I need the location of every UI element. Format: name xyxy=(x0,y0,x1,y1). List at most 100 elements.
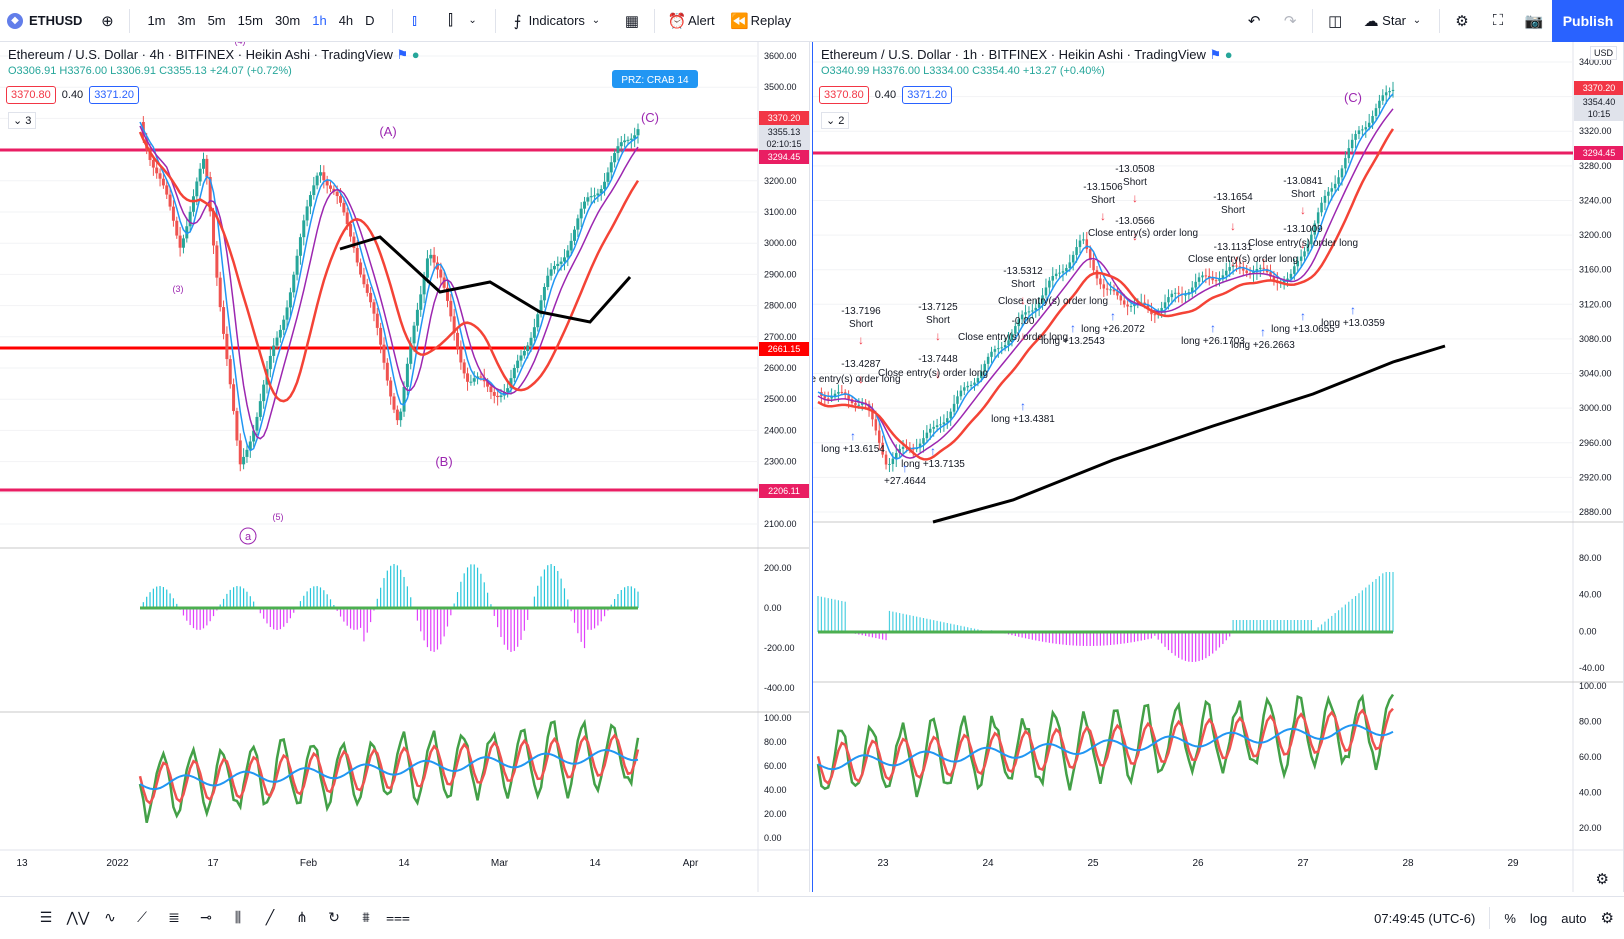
candle-style-button[interactable]: ⫿ ⌄ xyxy=(433,0,491,42)
cycle-icon[interactable]: ↻ xyxy=(328,909,340,925)
rsi-label: 60.00 xyxy=(1579,752,1602,762)
timeframe-D[interactable]: D xyxy=(365,13,375,28)
templates-button[interactable]: ▦ xyxy=(614,0,650,42)
close-order-label: se entry(s) order long xyxy=(813,374,901,385)
candle-body xyxy=(1201,275,1204,278)
left-sell-button[interactable]: 3370.80 xyxy=(6,86,56,104)
candle-body xyxy=(1347,148,1351,159)
candle-body xyxy=(272,345,276,356)
channel-icon[interactable]: ⩩ xyxy=(362,909,370,925)
replay-label: Replay xyxy=(750,13,792,28)
layout-name-button[interactable]: ☁ Star ⌄ xyxy=(1353,0,1435,42)
trend-line-icon[interactable]: ⟋ xyxy=(137,909,147,925)
trade-pnl-label: -13.1009 xyxy=(1283,224,1323,235)
line-icon[interactable]: ╱ xyxy=(265,909,275,925)
left-indicator-collapse[interactable]: ⌄ 3 xyxy=(8,112,37,129)
bar-style-button[interactable]: ⫾ xyxy=(397,0,433,42)
horizontal-ray-icon[interactable]: ⊸ xyxy=(200,909,212,925)
timeframe-1m[interactable]: 1m xyxy=(147,13,166,28)
candle-body xyxy=(248,441,252,450)
time-label: 23 xyxy=(877,858,889,869)
time-label: 17 xyxy=(207,858,219,869)
left-buy-button[interactable]: 3371.20 xyxy=(89,86,139,104)
candle-body xyxy=(1191,287,1194,293)
undo-button[interactable]: ↶ xyxy=(1236,0,1272,42)
candle-body xyxy=(1061,271,1065,273)
candle-body xyxy=(1027,311,1031,313)
candle-body xyxy=(238,440,242,465)
candle-body xyxy=(1020,314,1024,320)
timeframe-3m[interactable]: 3m xyxy=(177,13,196,28)
left-chart-pane[interactable]: 3600.003500.003400.003300.003200.003100.… xyxy=(0,42,810,892)
candle-body xyxy=(339,196,343,203)
timeframe-1h[interactable]: 1h xyxy=(312,13,327,28)
candle-body xyxy=(1102,284,1106,289)
percent-scale-toggle[interactable]: % xyxy=(1504,910,1516,926)
log-scale-toggle[interactable]: log xyxy=(1529,910,1548,926)
ethereum-icon: ◆ xyxy=(7,12,23,29)
candle-body xyxy=(449,300,453,317)
currency-label[interactable]: USD xyxy=(1589,46,1617,60)
candle-body xyxy=(1333,183,1337,189)
candle-body xyxy=(459,348,463,363)
left-chart-canvas[interactable]: 3600.003500.003400.003300.003200.003100.… xyxy=(0,42,810,892)
candle-body xyxy=(633,135,637,139)
ma-slow-line xyxy=(138,131,640,403)
divider xyxy=(1439,8,1440,33)
candle-body xyxy=(1388,90,1391,93)
timeframe-5m[interactable]: 5m xyxy=(207,13,226,28)
candle-body xyxy=(1024,312,1027,315)
price-tag-box xyxy=(1574,107,1623,121)
pitchfork-icon[interactable]: ⋔ xyxy=(296,909,308,925)
symbol-search[interactable]: ◆ ETHUSD xyxy=(0,0,89,42)
clock-display: 07:49:45 (UTC-6) xyxy=(1374,910,1476,926)
price-label: 3100.00 xyxy=(764,207,797,217)
parallel-icon[interactable]: ⩶ xyxy=(386,909,410,925)
chart-area: 3600.003500.003400.003300.003200.003100.… xyxy=(0,42,1624,892)
ma-fast-line xyxy=(817,93,1394,460)
fib-icon[interactable]: ≣ xyxy=(168,909,180,925)
timeframe-4h[interactable]: 4h xyxy=(338,13,354,28)
replay-button[interactable]: ⏪ Replay xyxy=(722,0,798,42)
price-tag-text: 3294.45 xyxy=(1583,148,1616,158)
alert-button[interactable]: ⏰ Alert xyxy=(659,0,722,42)
chart-settings-button[interactable]: ⚙ xyxy=(1595,871,1609,888)
indicators-button[interactable]: ⨍ Indicators ⌄ xyxy=(500,0,614,42)
fullscreen-button[interactable]: ⛶ xyxy=(1480,0,1516,42)
trade-side-label: Short xyxy=(1091,195,1115,206)
candle-body xyxy=(419,294,423,310)
price-tag-box xyxy=(759,150,809,164)
right-sell-button[interactable]: 3370.80 xyxy=(819,86,869,104)
settings-button[interactable]: ⚙ xyxy=(1444,0,1480,42)
menu-icon[interactable]: ☰ xyxy=(39,909,53,925)
fullscreen-icon: ⛶ xyxy=(1492,12,1504,29)
candle-body xyxy=(606,172,610,182)
chevron-down-icon: ⌄ xyxy=(468,15,477,26)
auto-scale-toggle[interactable]: auto xyxy=(1561,910,1587,926)
sell-arrow-icon: ↓ xyxy=(935,367,941,381)
elliott-wave-icon[interactable]: ∿ xyxy=(104,909,116,925)
candle-body xyxy=(857,404,861,406)
right-buy-button[interactable]: 3371.20 xyxy=(902,86,952,104)
layout-select-button[interactable]: ◫ xyxy=(1317,0,1353,42)
sell-arrow-icon: ↓ xyxy=(858,333,864,347)
candle-body xyxy=(509,378,513,389)
timeframe-30m[interactable]: 30m xyxy=(274,13,301,28)
timeframe-15m[interactable]: 15m xyxy=(237,13,263,28)
candle-body xyxy=(542,286,546,301)
right-chart-canvas[interactable]: 3400.003360.003320.003280.003240.003200.… xyxy=(813,42,1624,892)
publish-button[interactable]: Publish xyxy=(1552,0,1624,42)
right-chart-pane[interactable]: 3400.003360.003320.003280.003240.003200.… xyxy=(812,42,1624,892)
candle-body xyxy=(1320,202,1323,213)
right-indicator-collapse[interactable]: ⌄ 2 xyxy=(821,112,850,129)
pattern-icon[interactable]: ⋀⋁ xyxy=(66,909,90,925)
snapshot-button[interactable]: 📷 xyxy=(1516,0,1552,42)
sell-arrow-icon: ↓ xyxy=(1300,203,1306,217)
long-entry-label: long +26.2072 xyxy=(1081,324,1145,335)
right-chart-title: Ethereum / U.S. Dollar · 1h · BITFINEX ·… xyxy=(821,47,1233,62)
compare-symbol-button[interactable]: ⊕ xyxy=(89,0,125,42)
vertical-lines-icon[interactable]: ⫼ xyxy=(234,909,242,925)
redo-button[interactable]: ↷ xyxy=(1272,0,1308,42)
candle-body xyxy=(302,220,306,238)
settings-icon[interactable]: ⚙ xyxy=(1600,910,1614,927)
